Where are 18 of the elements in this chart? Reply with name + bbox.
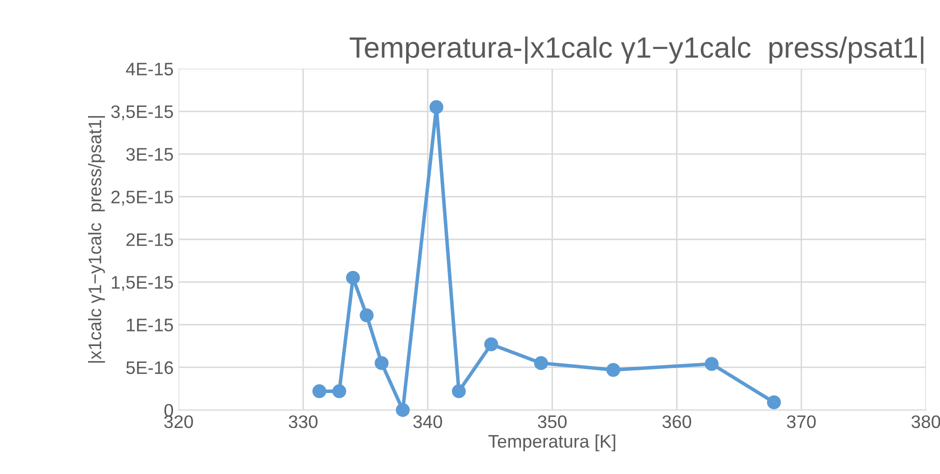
x-tick-label: 360 — [662, 415, 692, 428]
x-axis-title: Temperatura [K] — [488, 434, 616, 452]
x-tick-label: 320 — [164, 415, 193, 428]
y-tick-label: 2E-15 — [126, 233, 173, 246]
y-tick-label: 1,5E-15 — [112, 276, 173, 291]
x-tick-label: 350 — [538, 415, 567, 428]
y-tick-label: 5E-16 — [126, 361, 173, 374]
y-axis-title: |x1calc γ1−y1calc press/psat1| — [88, 116, 105, 363]
y-tick-label: 1E-15 — [126, 318, 173, 332]
chart-title: Temperatura-|x1calc γ1−y1calc press/psat1| — [350, 36, 924, 64]
y-tick-label: 3E-15 — [126, 148, 173, 161]
x-tick-label: 340 — [413, 415, 442, 428]
y-tick-label: 2,5E-15 — [111, 190, 173, 206]
y-tick-label: 3,5E-15 — [111, 105, 173, 120]
x-tick-label: 330 — [288, 415, 318, 428]
y-tick-label: 4E-15 — [126, 62, 173, 76]
x-tick-label: 370 — [786, 415, 816, 428]
x-tick-label: 380 — [912, 415, 940, 428]
